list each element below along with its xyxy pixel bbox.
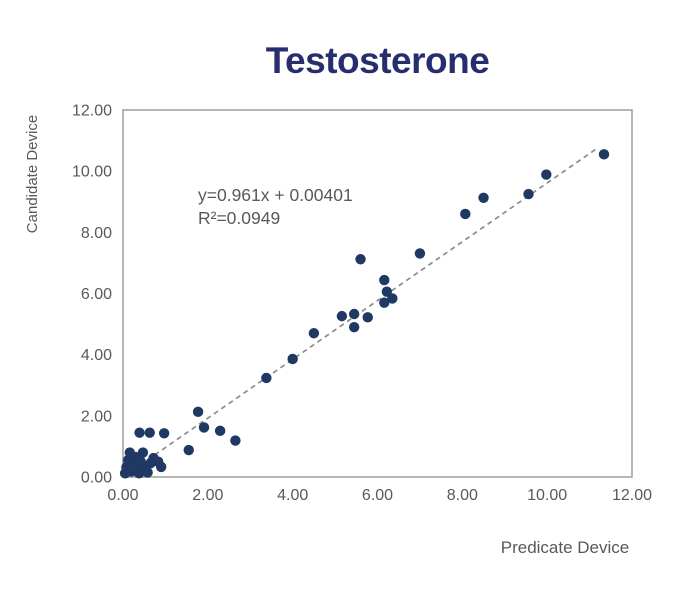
x-axis-ticks: 0.00 2.00 4.00 6.00 8.00 10.00 12.00 xyxy=(107,487,652,504)
data-point xyxy=(460,208,471,220)
plot-frame xyxy=(122,109,633,478)
y-tick-label: 6.00 xyxy=(81,286,112,303)
data-point xyxy=(387,293,398,304)
data-point xyxy=(144,427,155,438)
y-tick-label: 2.00 xyxy=(81,408,112,425)
data-point xyxy=(214,425,226,437)
data-point xyxy=(198,422,210,433)
data-point xyxy=(183,444,194,456)
data-point xyxy=(158,428,170,439)
data-point xyxy=(523,188,534,200)
data-point xyxy=(261,372,272,384)
equation-label: y=0.961x + 0.00401 xyxy=(198,185,353,205)
x-tick-label: 4.00 xyxy=(277,487,308,504)
data-point xyxy=(192,406,204,418)
y-tick-label: 4.00 xyxy=(81,347,112,364)
data-point xyxy=(336,310,348,322)
trendline xyxy=(124,147,599,477)
x-tick-label: 8.00 xyxy=(447,487,478,504)
x-tick-label: 10.00 xyxy=(527,487,567,504)
data-points xyxy=(119,149,610,479)
y-axis-title: Candidate Device xyxy=(24,115,41,233)
x-tick-label: 2.00 xyxy=(192,487,223,504)
x-tick-label: 6.00 xyxy=(362,487,393,504)
r-squared-label: R²=0.0949 xyxy=(198,208,280,228)
y-tick-label: 0.00 xyxy=(81,470,112,487)
data-point xyxy=(287,353,298,365)
data-point xyxy=(598,149,610,160)
data-point xyxy=(355,254,366,265)
x-tick-label: 12.00 xyxy=(612,487,652,504)
chart-title: Testosterone xyxy=(265,40,490,81)
data-point xyxy=(142,467,153,478)
data-point xyxy=(362,312,373,323)
data-point xyxy=(478,192,489,203)
data-point xyxy=(414,248,426,259)
y-tick-label: 8.00 xyxy=(81,225,112,242)
data-point xyxy=(541,169,552,180)
data-point xyxy=(348,321,360,333)
x-tick-label: 0.00 xyxy=(107,487,138,504)
data-point xyxy=(379,297,390,308)
data-point xyxy=(308,328,320,339)
data-point xyxy=(137,447,149,458)
data-point xyxy=(230,435,241,446)
data-point xyxy=(155,461,167,473)
y-tick-label: 10.00 xyxy=(72,164,112,181)
data-point xyxy=(134,427,145,438)
data-point xyxy=(379,274,390,286)
x-axis-title: Predicate Device xyxy=(501,538,630,557)
y-tick-label: 12.00 xyxy=(72,103,112,120)
y-axis-ticks: 0.00 2.00 4.00 6.00 8.00 10.00 12.00 xyxy=(72,103,112,487)
data-point xyxy=(348,308,360,320)
